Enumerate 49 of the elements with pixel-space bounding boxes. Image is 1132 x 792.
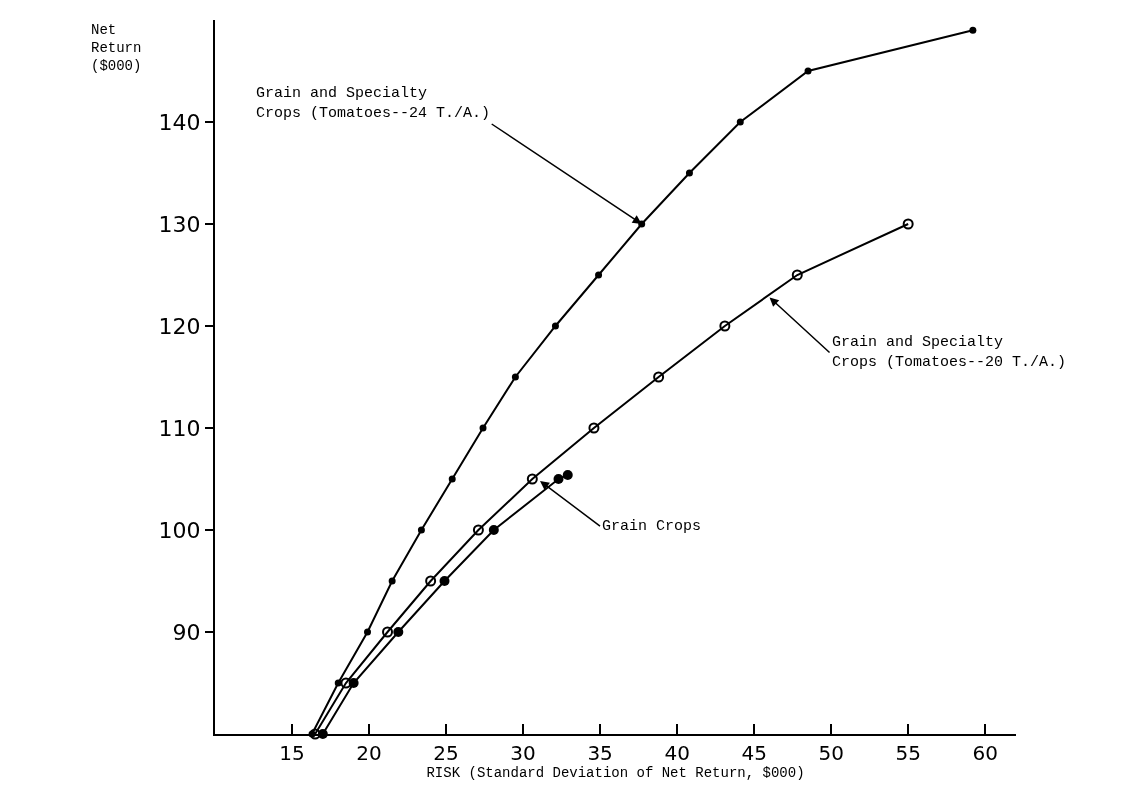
point (719, 320, 731, 332)
point (439, 576, 450, 586)
x-tick-label: 15 (279, 741, 305, 765)
point (526, 473, 538, 485)
y-tick-label: 140 (158, 109, 201, 135)
point (685, 169, 693, 177)
x-tick-label: 55 (895, 741, 921, 765)
y-tick-label: 120 (158, 313, 201, 339)
x-tick-label: 35 (587, 741, 613, 765)
point (364, 628, 371, 636)
point (417, 526, 425, 534)
point (448, 475, 456, 483)
y-tick-label: 130 (158, 211, 201, 237)
point (902, 218, 914, 230)
annotation: Grain and Specialty Crops (Tomatoes--24 T./A.) (256, 85, 491, 122)
annotation: Grain and Specialty Crops (Tomatoes--20 T./A.) (832, 334, 1067, 371)
point (969, 26, 977, 34)
point (791, 269, 803, 281)
point (388, 577, 396, 585)
point (425, 575, 437, 587)
point (511, 373, 519, 381)
y-tick-label: 100 (158, 517, 201, 543)
point (348, 678, 359, 688)
point (588, 422, 600, 434)
point (393, 627, 404, 637)
x-tick-label: 50 (818, 741, 844, 765)
annotation: Grain Crops (602, 518, 702, 535)
x-tick-label: 30 (510, 741, 536, 765)
x-tick-label: 60 (972, 741, 998, 765)
point (653, 371, 665, 383)
y-tick-label: 110 (158, 415, 201, 441)
x-tick-label: 40 (664, 741, 690, 765)
point (382, 626, 394, 638)
x-tick-label: 25 (433, 741, 459, 765)
point (479, 424, 487, 432)
x-tick-label: 20 (356, 741, 382, 765)
point (804, 67, 812, 75)
point (472, 524, 484, 536)
point (595, 271, 603, 279)
x-tick-label: 45 (741, 741, 767, 765)
y-tick-label: 90 (172, 619, 201, 645)
point (551, 322, 559, 330)
point (736, 118, 744, 126)
point (340, 677, 352, 689)
x-axis-title: RISK (Standard Deviation of Net Return, $000) (426, 765, 805, 781)
y-axis-title: Net Return ($000) (91, 22, 142, 75)
point (562, 469, 573, 480)
point (488, 525, 499, 535)
point (553, 474, 564, 484)
